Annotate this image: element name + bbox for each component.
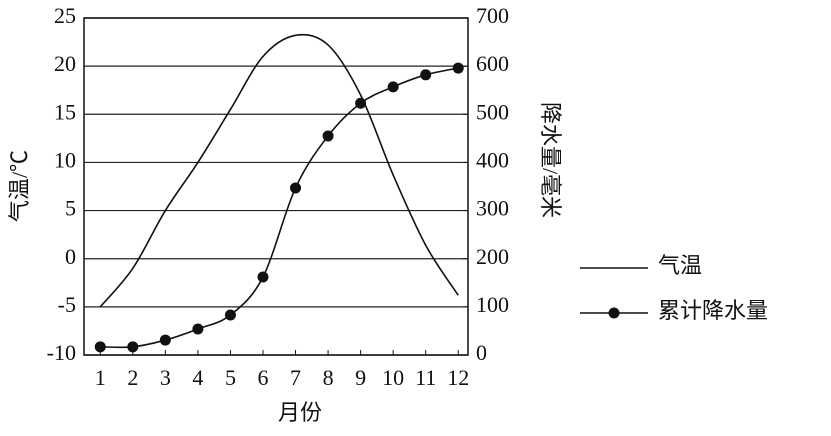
y2-tick-label: 100 bbox=[476, 292, 509, 317]
x-tick-label: 3 bbox=[160, 365, 171, 390]
y2-axis-label: 降水量/毫米 bbox=[538, 102, 563, 218]
y-tick-label: -10 bbox=[47, 340, 76, 365]
x-tick-label: 9 bbox=[355, 365, 366, 390]
x-tick-label: 6 bbox=[257, 365, 268, 390]
x-tick-label: 2 bbox=[127, 365, 138, 390]
y-tick-label: 10 bbox=[54, 147, 76, 172]
y2-tick-label: 0 bbox=[476, 340, 487, 365]
x-tick-label: 1 bbox=[95, 365, 106, 390]
y2-tick-label: 500 bbox=[476, 99, 509, 124]
x-tick-label: 10 bbox=[382, 365, 404, 390]
data-point bbox=[420, 69, 432, 81]
y-tick-label: -5 bbox=[58, 292, 76, 317]
x-tick-label: 4 bbox=[192, 365, 203, 390]
data-point bbox=[257, 271, 269, 283]
y2-tick-label: 700 bbox=[476, 3, 509, 28]
x-tick-label: 11 bbox=[415, 365, 436, 390]
y-axis-label: 气温/℃ bbox=[7, 150, 32, 222]
data-point bbox=[94, 341, 106, 353]
data-point bbox=[224, 309, 236, 321]
legend-marker bbox=[608, 307, 620, 319]
x-axis-label: 月份 bbox=[278, 400, 322, 425]
y2-tick-label: 400 bbox=[476, 147, 509, 172]
y2-tick-label: 300 bbox=[476, 196, 509, 221]
series-line bbox=[100, 67, 459, 349]
data-point bbox=[452, 62, 464, 74]
data-point bbox=[355, 97, 367, 109]
y2-tick-label: 200 bbox=[476, 244, 509, 269]
data-point bbox=[192, 323, 204, 335]
y-tick-label: 0 bbox=[65, 244, 76, 269]
data-point bbox=[387, 81, 399, 93]
x-tick-label: 8 bbox=[323, 365, 334, 390]
y-tick-label: 5 bbox=[65, 196, 76, 221]
y-tick-label: 15 bbox=[54, 99, 76, 124]
data-point bbox=[290, 182, 302, 194]
data-point bbox=[127, 341, 139, 353]
data-point bbox=[322, 130, 334, 142]
x-tick-label: 5 bbox=[225, 365, 236, 390]
plot-frame bbox=[83, 17, 469, 356]
series-line bbox=[99, 33, 459, 308]
legend-label: 气温 bbox=[658, 253, 702, 278]
y-tick-label: 20 bbox=[54, 51, 76, 76]
legend-label: 累计降水量 bbox=[658, 298, 768, 323]
data-point bbox=[159, 334, 171, 346]
y2-tick-label: 600 bbox=[476, 51, 509, 76]
x-tick-label: 12 bbox=[447, 365, 469, 390]
y-tick-label: 25 bbox=[54, 3, 76, 28]
x-tick-label: 7 bbox=[290, 365, 301, 390]
